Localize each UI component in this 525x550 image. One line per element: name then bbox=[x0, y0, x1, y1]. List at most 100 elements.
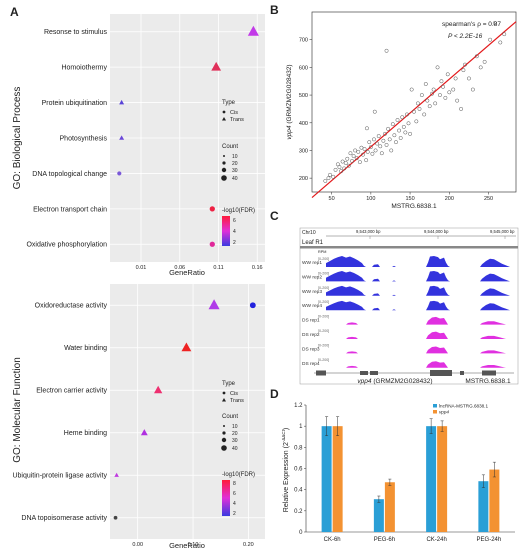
legend-color-tick-1: 8 bbox=[233, 481, 236, 487]
scatter-point bbox=[482, 59, 487, 64]
scatter-point bbox=[373, 148, 378, 153]
scatter-point bbox=[368, 145, 373, 150]
scatter-point bbox=[328, 172, 332, 177]
gene-model: vpp4 (GRMZM2G028432) MSTRG.6838.1 bbox=[314, 370, 514, 385]
scatter-point bbox=[367, 140, 372, 145]
y-tick-label: 0 bbox=[299, 530, 303, 536]
scatter-point bbox=[433, 101, 438, 106]
scatter-point bbox=[461, 68, 466, 73]
scatter-point bbox=[350, 159, 354, 163]
legend-label-lncrna: lncRNA-MSTRG.6838.1 bbox=[439, 404, 488, 409]
legend: Type Cis Trans Count 10 20 30 40 -log10(… bbox=[221, 100, 255, 246]
scatter-point bbox=[340, 159, 345, 164]
scatter-point bbox=[400, 115, 405, 120]
x-tick-label: CK-24h bbox=[426, 537, 446, 543]
term-label: Oxidative phosphorylation bbox=[26, 242, 107, 249]
scatter-point bbox=[406, 121, 411, 126]
trans-point bbox=[140, 429, 148, 436]
data-points bbox=[113, 299, 256, 520]
scatter-point bbox=[415, 101, 420, 106]
scatter-point bbox=[470, 87, 475, 92]
scatter-point bbox=[372, 137, 376, 142]
leaf-bar bbox=[300, 246, 518, 249]
axis-ticks: 50 100 150 200 250 200 300 400 500 600 700 bbox=[299, 38, 493, 202]
data-points bbox=[117, 25, 259, 247]
coord-1: 9,543,000 bp bbox=[356, 229, 381, 234]
scatter-point bbox=[372, 109, 377, 114]
legend-colorbar bbox=[222, 216, 230, 246]
scatter-point bbox=[378, 144, 383, 149]
legend-count-title: Count bbox=[222, 414, 238, 420]
scatter-point bbox=[403, 130, 408, 135]
scatter-point bbox=[395, 118, 400, 122]
track-range: [0-200] bbox=[318, 329, 329, 333]
y-axis-title: Relative Expression (2-ΔΔCt) bbox=[281, 428, 290, 512]
legend-color-tick-2: 6 bbox=[233, 491, 236, 497]
scatter-point bbox=[390, 122, 395, 127]
term-label: Water binding bbox=[64, 345, 107, 352]
bar bbox=[489, 469, 500, 532]
y-tick-label: 300 bbox=[299, 148, 308, 154]
legend-color-tick-2: 4 bbox=[233, 229, 236, 235]
legend-type-title: Type bbox=[222, 100, 236, 106]
scatter-point bbox=[423, 82, 428, 86]
panel-c: Chr10 9,543,000 bp 9,544,000 bp 9,545,00… bbox=[299, 227, 519, 385]
scatter-point bbox=[422, 112, 427, 117]
x-tick-label: 150 bbox=[405, 196, 414, 202]
cis-point bbox=[209, 241, 215, 247]
coverage-area bbox=[326, 346, 516, 354]
scatter-point bbox=[364, 158, 369, 163]
coverage-area bbox=[326, 256, 516, 267]
panel-letter-a: A bbox=[10, 5, 19, 19]
panel-a-bottom: Oxidoreductase activity Water binding Elec… bbox=[12, 284, 265, 550]
bar bbox=[384, 482, 395, 532]
scatter-point bbox=[474, 54, 479, 59]
y-tick-label: 0.4 bbox=[294, 488, 303, 494]
term-label: Oxidoreductase activity bbox=[35, 303, 108, 310]
cis-point bbox=[113, 515, 118, 520]
p-value-annotation: P < 2.2E-16 bbox=[448, 33, 483, 40]
scatter-point bbox=[398, 136, 403, 140]
legend-trans-label: Trans bbox=[230, 117, 244, 123]
track-label: DS rep3 bbox=[302, 346, 320, 352]
term-label: Protein ubiquitination bbox=[42, 100, 107, 107]
scatter-point bbox=[348, 151, 353, 156]
term-label: Resonse to stimulus bbox=[44, 29, 108, 36]
scatter-point bbox=[384, 48, 389, 53]
scatter-point bbox=[375, 141, 380, 146]
exon bbox=[430, 370, 452, 376]
y-tick-label: 700 bbox=[299, 38, 308, 44]
bar bbox=[478, 481, 489, 532]
track-range: [0-200] bbox=[318, 343, 329, 347]
track-range: [0-200] bbox=[318, 300, 329, 304]
scatter-point bbox=[387, 137, 392, 142]
scatter-point bbox=[386, 126, 391, 131]
scatter-point bbox=[364, 126, 369, 131]
scatter-point bbox=[323, 178, 328, 183]
legend-color-tick-1: 6 bbox=[233, 218, 236, 224]
term-label: Ubiquitin-protein ligase activity bbox=[12, 473, 107, 480]
term-label: Electron carrier activity bbox=[36, 388, 107, 395]
exon bbox=[316, 370, 326, 376]
exon bbox=[482, 370, 496, 376]
cis-point bbox=[249, 302, 256, 309]
bars bbox=[321, 416, 500, 532]
scatter-point bbox=[356, 149, 361, 154]
legend-count-10-label: 10 bbox=[232, 154, 238, 160]
scatter-point bbox=[443, 95, 448, 100]
x-tick-label: 0.06 bbox=[174, 265, 185, 271]
scatter-point bbox=[417, 106, 422, 111]
scatter-point bbox=[447, 90, 452, 95]
bar bbox=[321, 426, 332, 532]
term-labels: Oxidoreductase activity Water binding Elec… bbox=[12, 303, 107, 523]
scatter-point bbox=[430, 91, 434, 96]
scatter-point bbox=[455, 98, 460, 103]
track-range: [0-200] bbox=[318, 271, 329, 275]
scatter-point bbox=[419, 93, 424, 98]
track-label: DS rep1 bbox=[302, 318, 320, 324]
term-label: Electron transport chain bbox=[33, 206, 107, 213]
scatter-point bbox=[357, 160, 362, 165]
y-axis-title: GO: Biological Process bbox=[12, 87, 23, 190]
track-label: WW rep2 bbox=[302, 274, 322, 280]
x-tick-label: 0.10 bbox=[188, 542, 199, 548]
